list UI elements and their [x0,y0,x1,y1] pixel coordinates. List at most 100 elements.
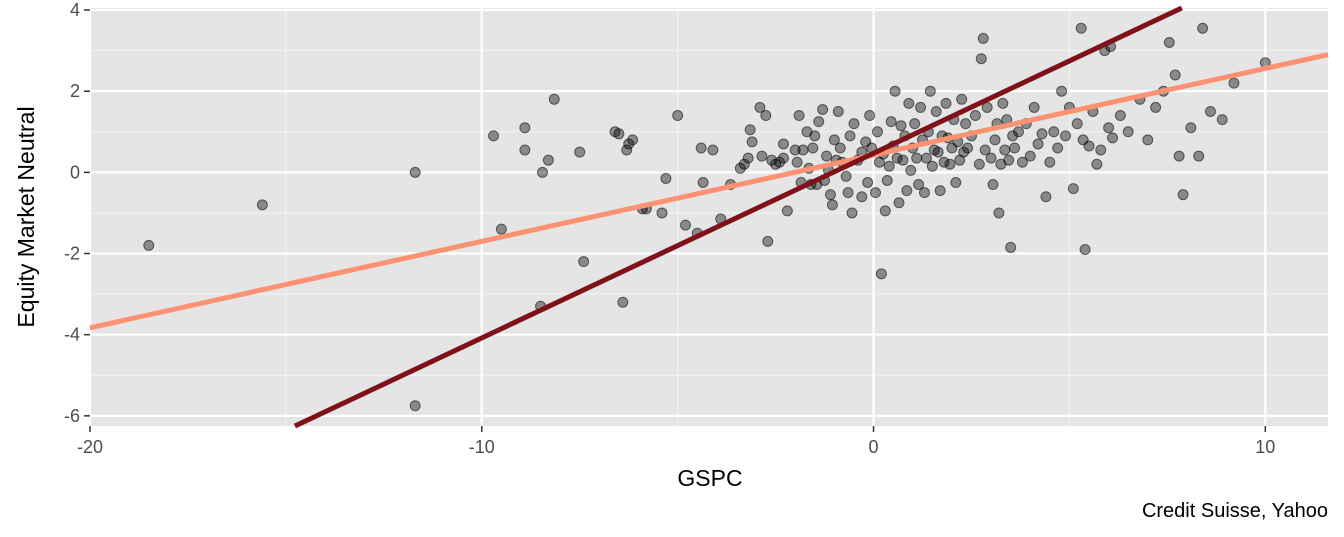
y-axis-title: Equity Market Neutral [13,106,39,327]
data-point [797,144,809,156]
data-point [1204,105,1216,117]
major-gridlines [88,8,1328,426]
data-point [1048,126,1060,138]
data-point [809,130,821,142]
data-point [1024,150,1036,162]
data-point [969,110,981,122]
x-axis-title: GSPC [677,465,742,491]
data-point [875,268,887,280]
data-point [891,152,903,164]
data-point [885,116,897,128]
data-point [777,152,789,164]
data-point [574,146,586,158]
data-point [940,97,952,109]
data-point [813,116,825,128]
data-point [962,142,974,154]
data-point [1163,36,1175,48]
data-point [1067,183,1079,195]
data-point [879,205,891,217]
data-point [893,197,905,209]
data-point [697,177,709,189]
data-point [826,199,838,211]
data-point [409,400,421,412]
chart-caption: Credit Suisse, Yahoo [1142,500,1328,522]
data-point [781,205,793,217]
data-point [905,164,917,176]
data-point [848,118,860,130]
y-tick-label: 0 [70,162,80,182]
data-point [944,158,956,170]
data-point [844,130,856,142]
data-point [409,166,421,178]
data-point [1091,158,1103,170]
data-point [617,296,629,308]
data-point [871,126,883,138]
data-point [519,144,531,156]
data-point [1044,156,1056,168]
data-point [1083,140,1095,152]
x-tick-label: -20 [77,437,103,457]
data-point [950,177,962,189]
data-point [828,134,840,146]
data-point [777,138,789,150]
data-point [744,124,756,136]
x-tick-label: 10 [1255,437,1275,457]
data-point [1075,22,1087,34]
data-point [997,97,1009,109]
data-point [958,146,970,158]
data-point [832,105,844,117]
data-point [793,110,805,122]
data-point [536,166,548,178]
data-point [881,174,893,186]
data-point [738,158,750,170]
data-point [627,134,639,146]
data-point [760,110,772,122]
y-tick-label: 4 [70,0,80,20]
data-point [1177,189,1189,201]
data-point [679,219,691,231]
data-point [774,156,786,168]
data-point [993,207,1005,219]
data-points [143,22,1271,412]
data-point [934,185,946,197]
data-point [548,93,560,105]
data-point [1107,132,1119,144]
y-tick-label: 2 [70,81,80,101]
data-point [842,187,854,199]
data-point [1036,128,1048,140]
data-point [846,207,858,219]
data-point [1228,77,1240,89]
plot-panel [90,8,1328,426]
data-point [938,156,950,168]
x-tick-label: -10 [469,437,495,457]
data-point [578,256,590,268]
data-point [762,235,774,247]
data-point [1122,126,1134,138]
data-point [488,130,500,142]
data-point [695,142,707,154]
data-point [824,189,836,201]
data-point [1071,118,1083,130]
data-point [897,154,909,166]
data-point [834,142,846,154]
data-point [920,152,932,164]
y-tick-label: -4 [64,325,80,345]
data-point [932,146,944,158]
data-point [1185,122,1197,134]
data-point [840,170,852,182]
minor-gridlines [90,8,1328,426]
data-point [985,152,997,164]
data-point [889,85,901,97]
data-point [1003,154,1015,166]
data-point [1009,142,1021,154]
data-point [913,179,925,191]
data-point [817,103,829,115]
data-point [1114,110,1126,122]
data-point [1005,241,1017,253]
data-point [926,160,938,172]
data-point [975,53,987,65]
data-point [1007,130,1019,142]
data-point [542,154,554,166]
